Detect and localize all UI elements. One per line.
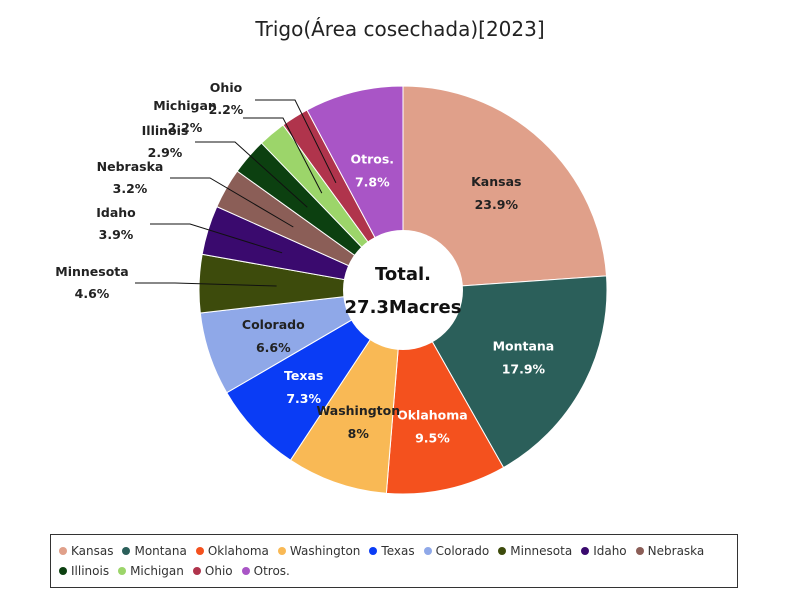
legend-swatch-otros (241, 567, 250, 575)
label-name-montana: Montana (493, 339, 555, 354)
legend-item-montana[interactable]: Montana (122, 541, 187, 561)
legend-item-idaho[interactable]: Idaho (581, 541, 627, 561)
legend-item-colorado[interactable]: Colorado (423, 541, 490, 561)
legend-item-michigan[interactable]: Michigan (118, 561, 184, 581)
pie-chart: Trigo(Área cosechada)[2023] Kansas 23.9% M… (55, 17, 608, 495)
center-label-line2: 27.3Macres (345, 297, 462, 318)
label-name-oklahoma: Oklahoma (397, 408, 468, 423)
leader-lines (135, 99, 337, 287)
legend-swatch-washington (277, 547, 286, 555)
label-name-kansas: Kansas (471, 174, 521, 189)
label-value-illinois: 2.9% (148, 145, 183, 160)
legend-label-ohio: Ohio (204, 564, 233, 578)
legend-label-washington: Washington (289, 544, 361, 558)
leader-line-ohio (255, 99, 337, 184)
legend-label-oklahoma: Oklahoma (207, 544, 269, 558)
legend-label-idaho: Idaho (593, 544, 627, 558)
leader-line-michigan (243, 117, 323, 194)
legend: Kansas Montana Oklahoma Washington Texas Colo… (50, 534, 738, 588)
legend-label-kansas: Kansas (71, 544, 114, 558)
slice-montana[interactable] (402, 275, 608, 469)
center-hole (343, 230, 463, 350)
legend-swatch-minnesota (498, 547, 507, 555)
label-value-otros: 7.8% (355, 174, 390, 189)
legend-swatch-michigan (118, 567, 127, 575)
leader-line-illinois (195, 141, 308, 208)
label-name-colorado: Colorado (242, 317, 305, 332)
label-value-texas: 7.3% (286, 391, 321, 406)
legend-item-kansas[interactable]: Kansas (59, 541, 113, 561)
label-name-texas: Texas (284, 368, 323, 383)
label-name-otros: Otros. (351, 151, 395, 166)
legend-label-colorado: Colorado (435, 544, 490, 558)
legend-swatch-ohio (192, 567, 201, 575)
legend-item-washington[interactable]: Washington (277, 541, 361, 561)
label-value-montana: 17.9% (502, 362, 546, 377)
legend-swatch-colorado (423, 547, 432, 555)
legend-swatch-idaho (581, 547, 590, 555)
legend-swatch-nebraska (635, 547, 644, 555)
label-value-washington: 8% (348, 426, 370, 441)
legend-label-minnesota: Minnesota (510, 544, 573, 558)
legend-label-illinois: Illinois (71, 564, 110, 578)
center-label-line1: Total. (375, 264, 431, 285)
label-value-colorado: 6.6% (256, 340, 291, 355)
legend-swatch-illinois (59, 567, 67, 575)
label-name-illinois: Illinois (142, 123, 189, 138)
legend-item-oklahoma[interactable]: Oklahoma (195, 541, 269, 561)
legend-item-otros[interactable]: Otros. (241, 561, 290, 581)
legend-swatch-oklahoma (195, 547, 204, 555)
label-value-ohio: 2.2% (209, 102, 244, 117)
label-value-idaho: 3.9% (99, 227, 134, 242)
legend-label-montana: Montana (134, 544, 187, 558)
slice-kansas[interactable] (402, 85, 608, 291)
legend-label-texas: Texas (381, 544, 415, 558)
leader-line-minnesota (135, 282, 277, 287)
legend-swatch-texas (369, 547, 378, 555)
legend-swatch-kansas (59, 547, 67, 555)
label-value-oklahoma: 9.5% (415, 431, 450, 446)
legend-label-michigan: Michigan (130, 564, 184, 578)
legend-item-texas[interactable]: Texas (369, 541, 415, 561)
legend-item-illinois[interactable]: Illinois (59, 561, 109, 581)
label-value-nebraska: 3.2% (113, 181, 148, 196)
legend-item-ohio[interactable]: Ohio (192, 561, 233, 581)
label-name-washington: Washington (316, 403, 400, 418)
leader-line-nebraska (170, 177, 294, 228)
slice-labels: Kansas 23.9% Montana 17.9% Oklahoma 9.5% Washi… (55, 80, 554, 446)
label-name-nebraska: Nebraska (97, 159, 164, 174)
label-value-kansas: 23.9% (475, 197, 519, 212)
label-name-minnesota: Minnesota (55, 264, 128, 279)
leader-line-idaho (150, 223, 283, 254)
chart-title: Trigo(Área cosechada)[2023] (254, 17, 544, 41)
legend-item-nebraska[interactable]: Nebraska (635, 541, 705, 561)
label-value-minnesota: 4.6% (75, 286, 110, 301)
legend-swatch-montana (122, 547, 131, 555)
label-name-michigan: Michigan (153, 98, 217, 113)
label-name-ohio: Ohio (210, 80, 243, 95)
label-name-idaho: Idaho (96, 205, 136, 220)
legend-item-minnesota[interactable]: Minnesota (498, 541, 572, 561)
legend-label-nebraska: Nebraska (647, 544, 705, 558)
label-value-michigan: 2.2% (168, 120, 203, 135)
legend-label-otros: Otros. (253, 564, 290, 578)
